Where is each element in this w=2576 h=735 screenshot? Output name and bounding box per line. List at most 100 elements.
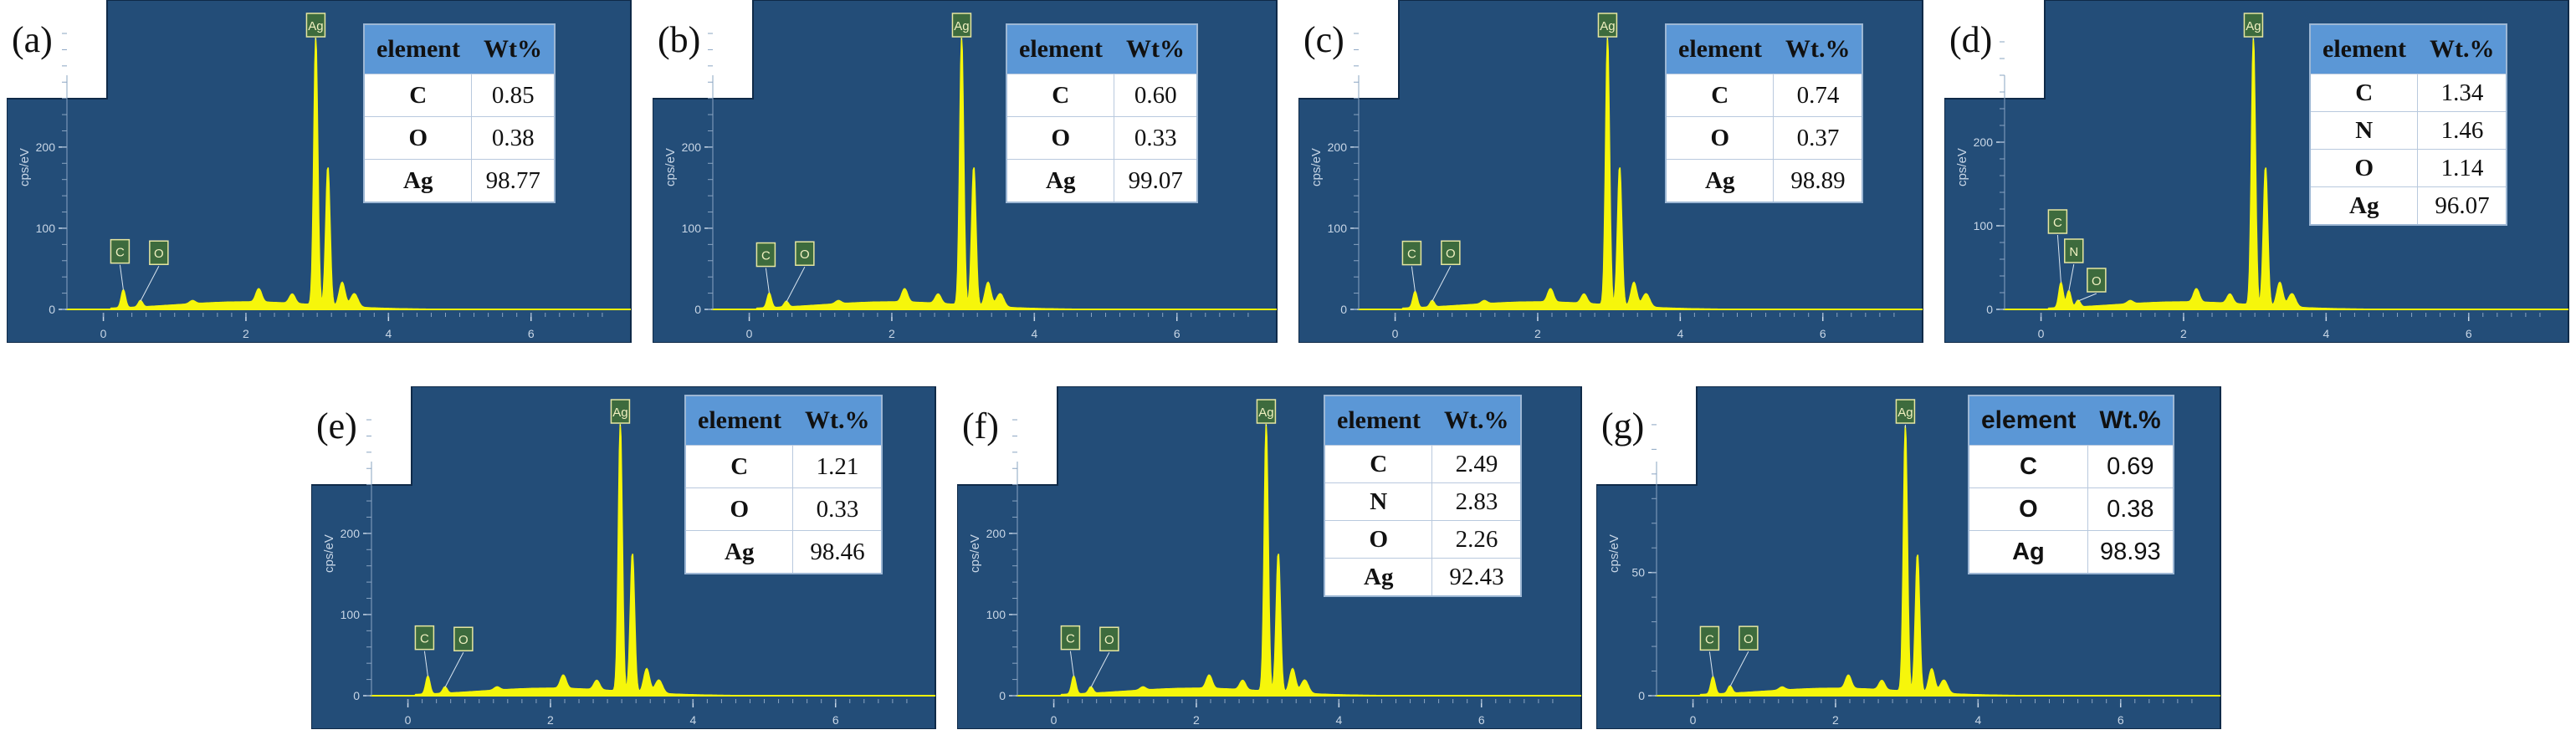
header-element: element: [1969, 396, 2088, 446]
wt-c: 0.74: [1773, 74, 1863, 117]
peak-leader: [1090, 652, 1110, 688]
x-tick-label: 2: [243, 327, 249, 340]
y-tick-label: 0: [999, 689, 1006, 702]
y-tick-label: 200: [1974, 135, 1994, 149]
peak-label-c: C: [1407, 248, 1416, 262]
peak-label-box: [2243, 13, 2264, 38]
y-tick-label: 100: [36, 222, 56, 235]
peak-leader: [1708, 651, 1713, 677]
composition-table: element Wt.% C 1.34 N 1.46 O 1.14 Ag 96.07: [2309, 23, 2508, 226]
x-tick-label: 4: [1974, 713, 1981, 727]
element-c: C: [1006, 74, 1115, 117]
wt-c: 1.21: [792, 445, 883, 488]
x-tick-label: 0: [405, 713, 412, 727]
peak-label-box: [1401, 240, 1422, 266]
x-tick-label: 4: [689, 713, 696, 727]
panel-label: (e): [316, 406, 357, 447]
header-wt: Wt%: [1114, 24, 1197, 74]
header-wt: Wt.%: [2087, 396, 2174, 446]
wt-c: 0.85: [471, 74, 556, 117]
x-tick-label: 4: [385, 327, 392, 340]
header-element: element: [1006, 24, 1114, 74]
element-o: O: [684, 487, 794, 531]
x-tick-label: 6: [1478, 713, 1485, 727]
header-element: element: [1666, 24, 1774, 74]
header-wt: Wt.%: [1431, 396, 1522, 446]
wt-ag: 92.43: [1431, 558, 1522, 597]
peak-label-c: C: [1066, 632, 1075, 646]
composition-table: element Wt.% C 0.74 O 0.37 Ag 98.89: [1665, 23, 1864, 203]
wt-o: 1.14: [2417, 149, 2507, 187]
panel-label: (d): [1949, 19, 1993, 60]
peak-leader: [1069, 651, 1074, 676]
x-tick-label: 2: [1832, 713, 1839, 727]
peak-label-box: [1256, 399, 1277, 424]
y-tick-label: 0: [353, 689, 360, 702]
wt-o: 2.26: [1431, 520, 1522, 559]
header-element: element: [1324, 396, 1432, 446]
header-wt: Wt.%: [2417, 24, 2507, 74]
x-tick-label: 4: [1031, 327, 1037, 340]
spectrum-panel-a: 0 100 200 cps/eV 0 2 4 6 C O Ag (a) element Wt% C 0.…: [7, 0, 634, 343]
x-tick-label: 6: [832, 713, 839, 727]
y-tick-label: 50: [1631, 566, 1645, 579]
y-tick-label: 0: [1340, 303, 1347, 316]
peak-label-box: [305, 13, 326, 38]
peak-label-n: N: [2069, 245, 2078, 259]
peak-label-c: C: [761, 249, 771, 263]
header-wt: Wt%: [471, 24, 555, 74]
peak-leader: [1431, 266, 1452, 302]
x-tick-label: 2: [2180, 327, 2187, 340]
peak-label-ag: Ag: [1600, 19, 1615, 33]
peak-label-box: [610, 399, 631, 424]
y-axis-label: cps/eV: [1607, 534, 1621, 573]
peak-leader: [1729, 651, 1749, 687]
peak-label-box: [2064, 238, 2084, 263]
element-o: O: [363, 116, 473, 160]
y-axis-label: cps/eV: [663, 148, 678, 186]
element-ag: Ag: [1006, 159, 1115, 203]
element-c: C: [1968, 445, 2088, 488]
y-tick-label: 100: [986, 608, 1006, 621]
x-tick-label: 6: [528, 327, 535, 340]
x-tick-label: 2: [889, 327, 895, 340]
peak-leader: [119, 264, 124, 290]
wt-n: 1.46: [2417, 111, 2507, 150]
peak-label-box: [1895, 399, 1916, 424]
peak-label-box: [453, 626, 474, 651]
peak-label-box: [414, 625, 435, 651]
panel-label: (c): [1303, 19, 1344, 60]
peak-label-ag: Ag: [1897, 406, 1913, 420]
wt-n: 2.83: [1431, 482, 1522, 521]
y-axis-label: cps/eV: [18, 148, 32, 186]
wt-ag: 98.77: [471, 159, 556, 203]
wt-o: 0.38: [2087, 487, 2174, 531]
wt-ag: 98.93: [2087, 530, 2174, 574]
y-tick-label: 200: [986, 527, 1006, 540]
wt-c: 1.34: [2417, 74, 2507, 112]
wt-ag: 98.89: [1773, 159, 1863, 203]
wt-c: 0.60: [1114, 74, 1198, 117]
x-tick-label: 6: [2118, 713, 2124, 727]
peak-label-c: C: [2053, 216, 2062, 230]
peak-leader: [2068, 263, 2075, 292]
y-tick-label: 0: [1638, 689, 1645, 702]
y-tick-label: 200: [682, 140, 702, 154]
element-n: N: [1324, 482, 1433, 521]
y-tick-label: 0: [694, 303, 701, 316]
spectrum-panel-b: 0 100 200 cps/eV 0 2 4 6 C O Ag (b) element Wt% C 0.…: [653, 0, 1280, 343]
peak-leader: [765, 268, 770, 293]
x-tick-label: 0: [100, 327, 107, 340]
peak-leader: [423, 651, 428, 676]
x-tick-label: 0: [1051, 713, 1058, 727]
element-c: C: [363, 74, 473, 117]
y-tick-label: 100: [682, 222, 702, 235]
peak-label-o: O: [1446, 247, 1456, 261]
peak-label-c: C: [115, 246, 125, 260]
wt-o: 0.38: [471, 116, 556, 160]
peak-label-box: [1441, 240, 1461, 265]
y-tick-label: 0: [49, 303, 55, 316]
